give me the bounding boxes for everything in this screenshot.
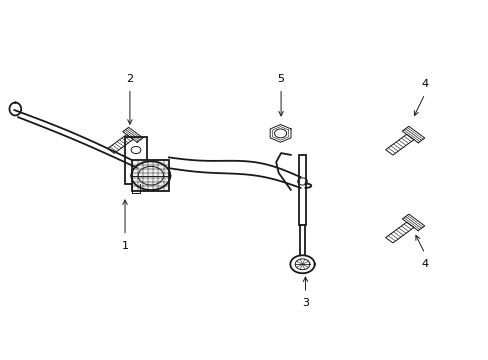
Text: 3: 3: [301, 298, 308, 308]
Text: 5: 5: [277, 73, 284, 84]
Bar: [125, 137, 147, 184]
Text: 2: 2: [126, 73, 133, 84]
Text: 1: 1: [122, 240, 128, 251]
Text: 4: 4: [421, 258, 427, 269]
Bar: [132, 160, 168, 191]
Text: 4: 4: [421, 79, 427, 89]
Bar: [299, 155, 305, 225]
